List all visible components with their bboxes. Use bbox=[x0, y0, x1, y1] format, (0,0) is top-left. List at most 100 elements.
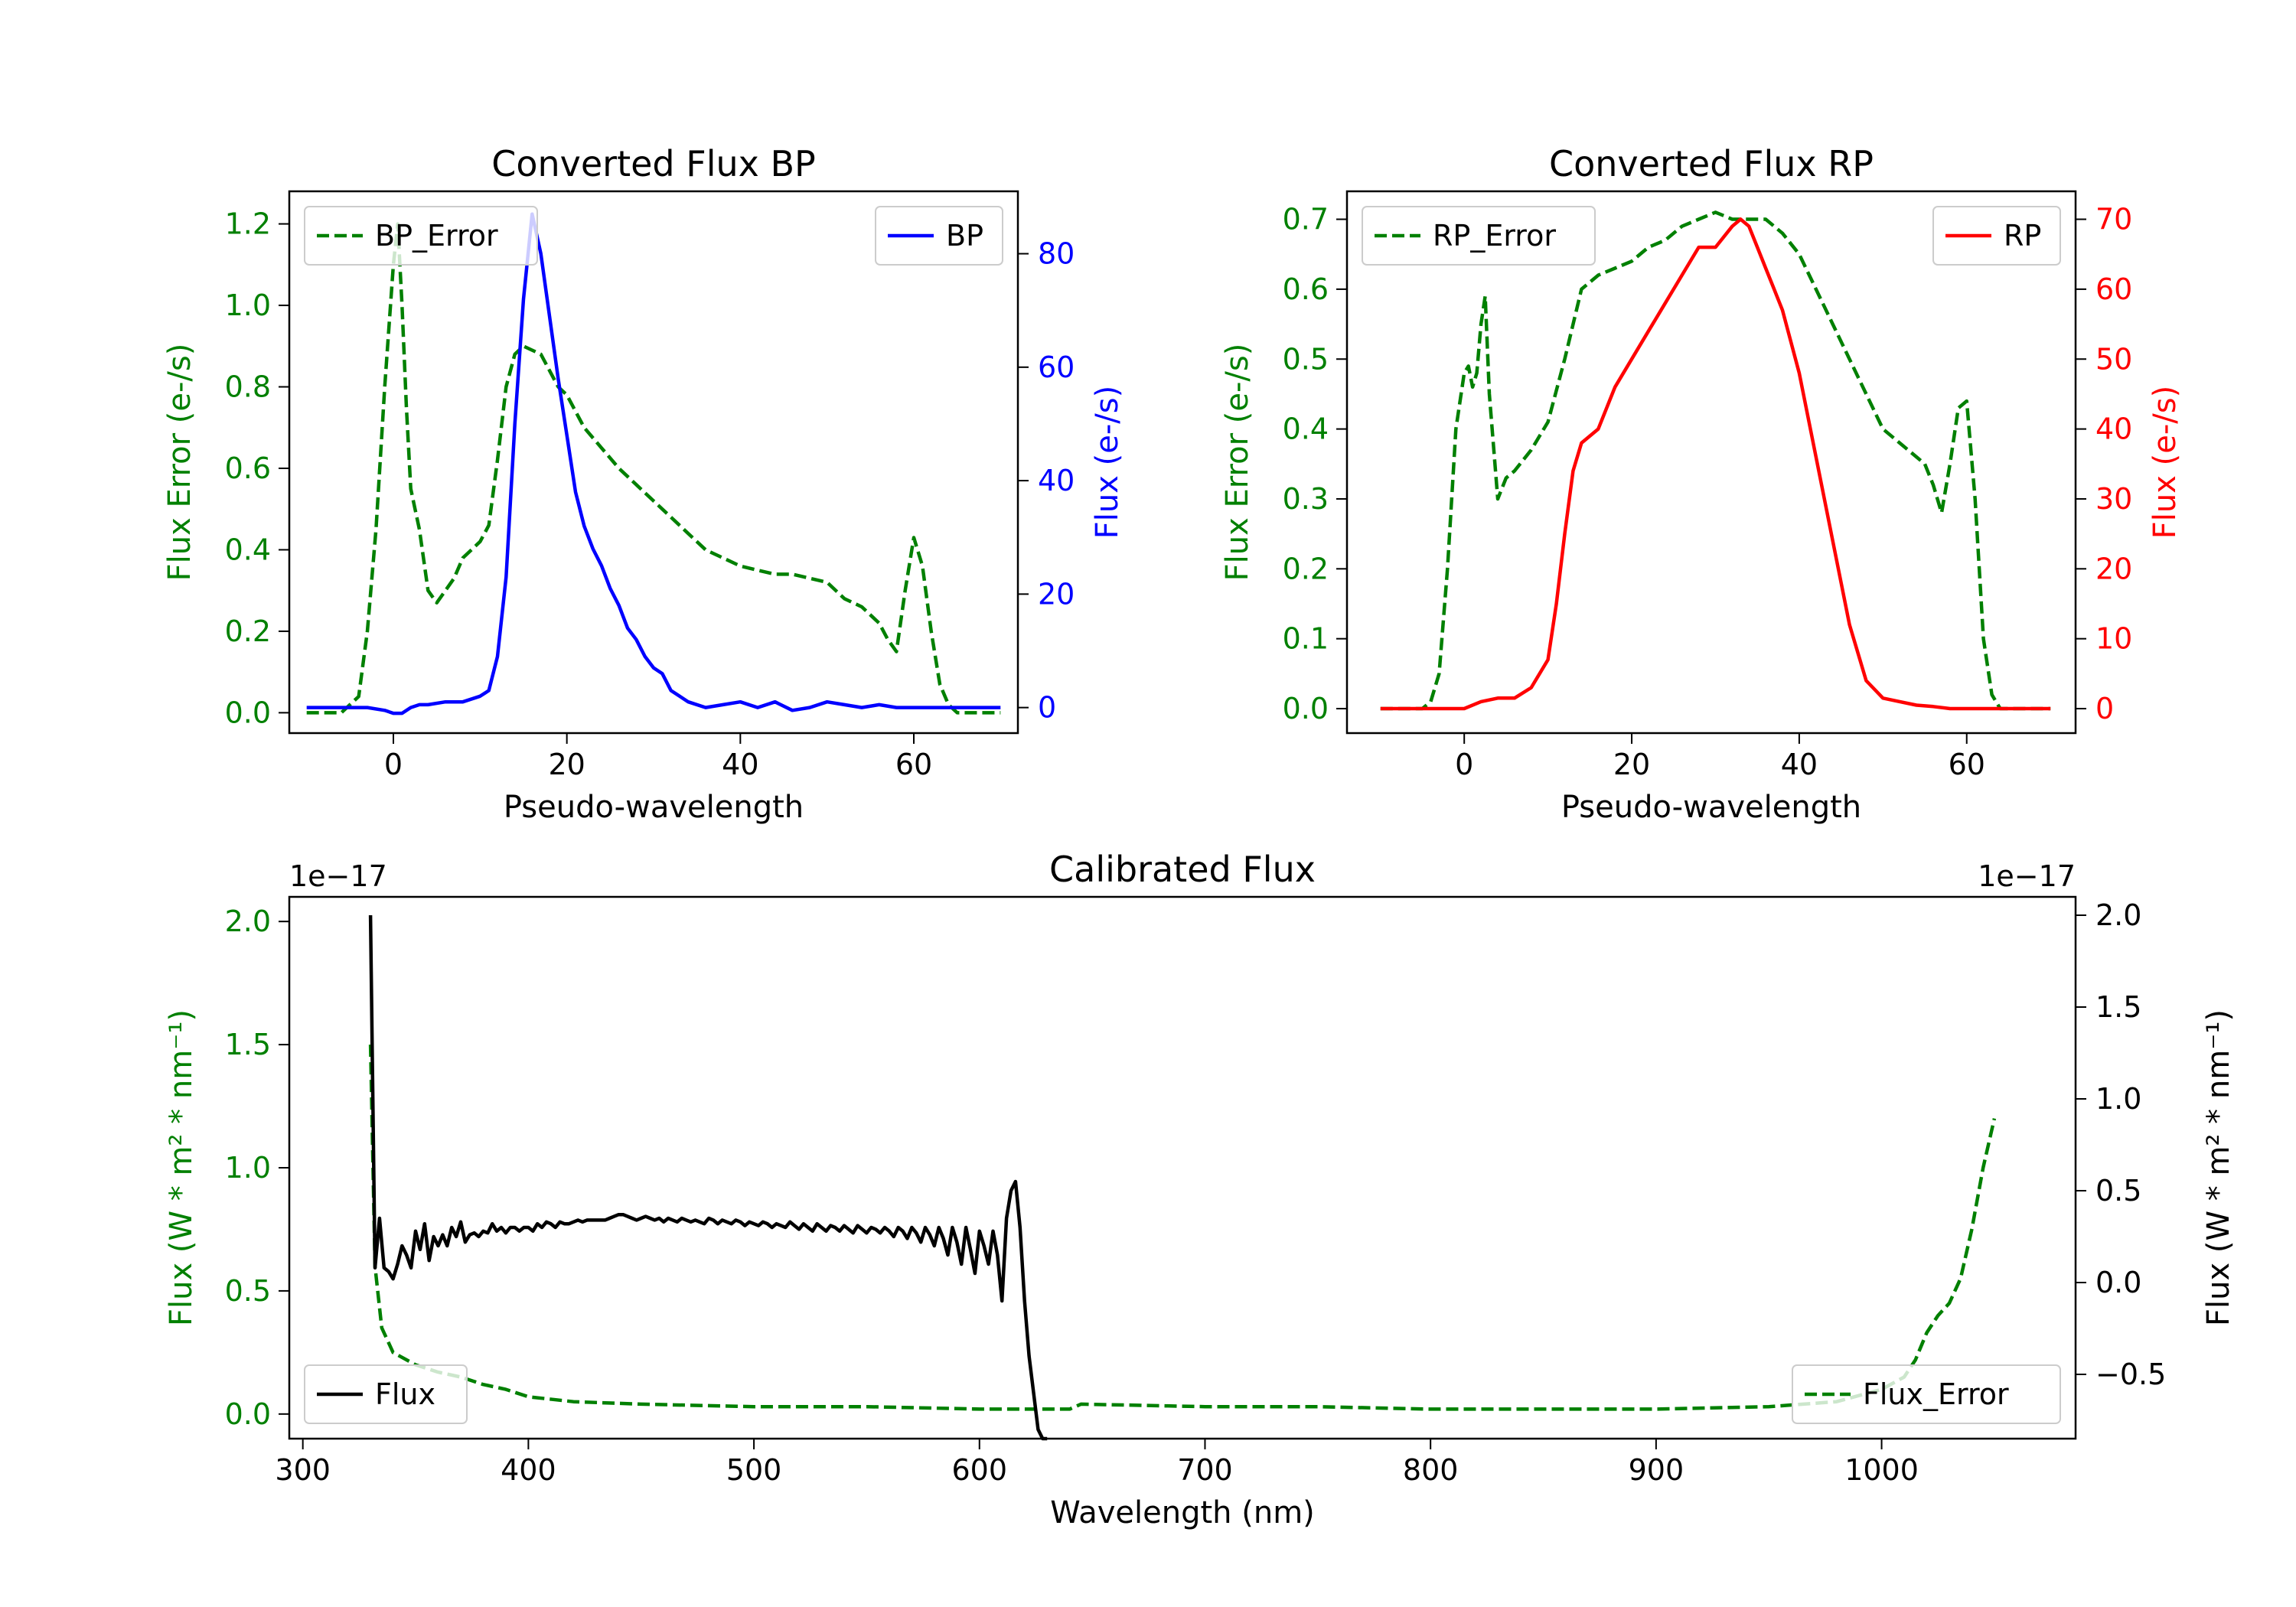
right-tick-label: 10 bbox=[2095, 622, 2132, 656]
plot-frame bbox=[288, 895, 2077, 1440]
legend-box bbox=[304, 1364, 468, 1424]
left-tick-label: 0.5 bbox=[225, 1274, 271, 1308]
left-tick-label: 0.0 bbox=[225, 696, 271, 729]
x-tick-label: 800 bbox=[1403, 1453, 1459, 1487]
right-tick-label: −0.5 bbox=[2095, 1358, 2166, 1391]
right-tick-label: 0.5 bbox=[2095, 1174, 2141, 1208]
x-tick-label: 400 bbox=[501, 1453, 556, 1487]
right-tick-label: 0 bbox=[1038, 691, 1056, 725]
plot-frame bbox=[1345, 190, 2077, 735]
right-tick-label: 70 bbox=[2095, 203, 2132, 236]
left-tick-label: 1.0 bbox=[225, 288, 271, 322]
legend-label: RP_Error bbox=[1433, 219, 1556, 253]
right-tick-label: 1.0 bbox=[2095, 1082, 2141, 1116]
left-offset-text: 1e−17 bbox=[289, 859, 387, 893]
right-axis-label: Flux (e-/s) bbox=[1090, 386, 1125, 539]
chart-title: Converted Flux BP bbox=[491, 143, 816, 184]
legend-box bbox=[1932, 206, 2061, 266]
right-tick-label: 50 bbox=[2095, 342, 2132, 376]
chart-panel-2: Converted Flux RP 0 20 40 60 Pseudo-wavelengt… bbox=[1220, 143, 2183, 825]
right-tick-label: 2.0 bbox=[2095, 898, 2141, 932]
x-tick-label: 300 bbox=[275, 1453, 331, 1487]
left-tick-label: 0.0 bbox=[225, 1397, 271, 1431]
series-line-rp-error bbox=[1380, 210, 2051, 711]
right-tick-label: 0.0 bbox=[2095, 1266, 2141, 1299]
left-axis-label: Flux Error (e-/s) bbox=[162, 344, 197, 582]
right-tick-label: 40 bbox=[1038, 464, 1075, 497]
left-tick-label: 0.8 bbox=[225, 370, 271, 404]
right-tick-label: 20 bbox=[2095, 552, 2132, 585]
x-tick-label: 500 bbox=[726, 1453, 782, 1487]
x-axis-label: Pseudo-wavelength bbox=[504, 790, 804, 825]
left-tick-label: 2.0 bbox=[225, 905, 271, 938]
right-tick-label: 0 bbox=[2095, 692, 2114, 725]
left-tick-label: 0.6 bbox=[1283, 272, 1329, 306]
left-tick-label: 0.2 bbox=[1283, 552, 1329, 585]
series-line-flux bbox=[368, 914, 1048, 1441]
left-tick-label: 1.2 bbox=[225, 207, 271, 241]
right-axis-label: Flux (W * m² * nm⁻¹) bbox=[2201, 1009, 2236, 1326]
legend-flux: Flux bbox=[304, 1364, 468, 1424]
x-tick-label: 0 bbox=[384, 748, 403, 781]
right-tick-label: 60 bbox=[1038, 350, 1075, 384]
left-tick-label: 0.1 bbox=[1283, 622, 1329, 656]
right-tick-label: 30 bbox=[2095, 482, 2132, 516]
x-tick-label: 600 bbox=[952, 1453, 1008, 1487]
left-axis-label: Flux (W * m² * nm⁻¹) bbox=[164, 1009, 199, 1326]
chart-panel-1: Converted Flux BP 0 20 40 60 Pseudo-wavelengt… bbox=[162, 143, 1125, 825]
x-tick-label: 20 bbox=[1613, 748, 1650, 781]
chart-title: Calibrated Flux bbox=[1049, 849, 1316, 890]
chart-title: Converted Flux RP bbox=[1549, 143, 1874, 184]
left-tick-label: 0.4 bbox=[1283, 412, 1329, 446]
left-tick-label: 0.5 bbox=[1283, 342, 1329, 376]
legend-box bbox=[875, 206, 1003, 266]
x-tick-label: 20 bbox=[548, 748, 585, 781]
right-tick-label: 1.5 bbox=[2095, 990, 2141, 1024]
right-tick-label: 20 bbox=[1038, 577, 1075, 611]
x-tick-label: 1000 bbox=[1844, 1453, 1919, 1487]
series-line-bp-error bbox=[306, 222, 1001, 715]
left-tick-label: 1.0 bbox=[225, 1151, 271, 1185]
x-tick-label: 40 bbox=[1781, 748, 1818, 781]
x-tick-label: 700 bbox=[1177, 1453, 1233, 1487]
x-axis-label: Wavelength (nm) bbox=[1050, 1495, 1315, 1530]
right-axis-label: Flux (e-/s) bbox=[2148, 386, 2183, 539]
left-tick-label: 0.6 bbox=[225, 451, 271, 485]
right-tick-label: 80 bbox=[1038, 237, 1075, 271]
legend-label: Flux bbox=[375, 1377, 435, 1411]
legend-box bbox=[304, 206, 538, 266]
left-tick-label: 1.5 bbox=[225, 1028, 271, 1061]
left-tick-label: 0.0 bbox=[1283, 692, 1329, 725]
x-tick-label: 40 bbox=[722, 748, 758, 781]
x-tick-label: 60 bbox=[895, 748, 932, 781]
legend-label: BP bbox=[946, 219, 983, 253]
legend-flux-error: Flux_Error bbox=[1792, 1364, 2061, 1424]
series-line-flux-error bbox=[368, 1045, 1997, 1411]
right-tick-label: 40 bbox=[2095, 412, 2132, 446]
legend-rp-error: RP_Error bbox=[1362, 206, 1596, 266]
legend-label: BP_Error bbox=[375, 219, 498, 253]
x-tick-label: 900 bbox=[1629, 1453, 1684, 1487]
legend-label: Flux_Error bbox=[1863, 1377, 2009, 1411]
series-line-rp bbox=[1380, 217, 2051, 711]
x-axis-label: Pseudo-wavelength bbox=[1561, 790, 1861, 825]
left-tick-label: 0.7 bbox=[1283, 203, 1329, 236]
plot-frame bbox=[288, 190, 1019, 735]
legend-bp-error: BP_Error bbox=[304, 206, 538, 266]
chart-panel-3: Calibrated Flux 300 400 500 600 700 800 900 1000… bbox=[164, 849, 2236, 1530]
right-tick-label: 60 bbox=[2095, 272, 2132, 306]
left-tick-label: 0.2 bbox=[225, 614, 271, 648]
legend-bp: BP bbox=[875, 206, 1003, 266]
x-tick-label: 0 bbox=[1455, 748, 1473, 781]
legend-label: RP bbox=[2004, 219, 2041, 253]
legend-box bbox=[1792, 1364, 2061, 1424]
legend-rp: RP bbox=[1932, 206, 2061, 266]
left-axis-label: Flux Error (e-/s) bbox=[1220, 344, 1255, 582]
series-line-bp bbox=[306, 212, 1001, 715]
right-offset-text: 1e−17 bbox=[1978, 859, 2076, 893]
x-tick-label: 60 bbox=[1949, 748, 1985, 781]
legend-box bbox=[1362, 206, 1596, 266]
left-tick-label: 0.4 bbox=[225, 533, 271, 566]
left-tick-label: 0.3 bbox=[1283, 482, 1329, 516]
